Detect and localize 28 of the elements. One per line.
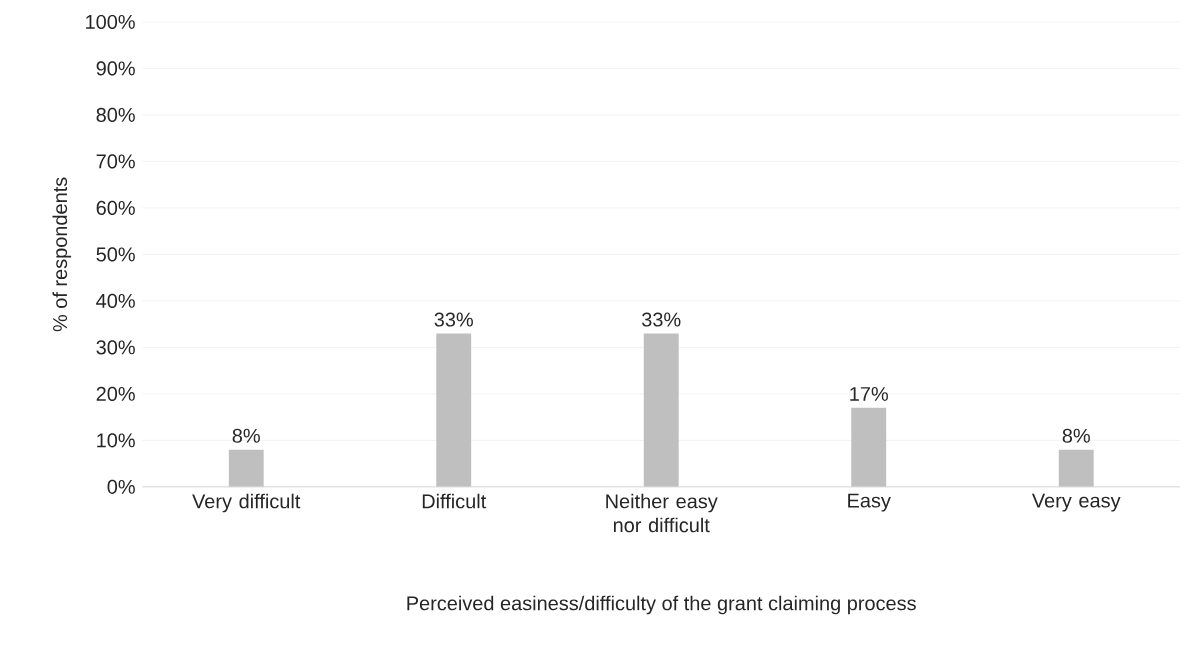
y-tick-label: 40% xyxy=(96,293,135,308)
x-tick-label: Very difficult xyxy=(192,493,301,513)
x-tick-label: Very easy xyxy=(1031,493,1121,512)
bar xyxy=(1058,449,1094,487)
x-axis-title: Perceived easiness/difficulty of the grant claiming process xyxy=(407,595,916,615)
bar xyxy=(643,333,679,487)
data-label: 8% xyxy=(1062,428,1090,443)
data-label: 17% xyxy=(850,386,888,401)
bar xyxy=(436,333,472,487)
y-tick-label: 90% xyxy=(96,61,135,76)
x-tick-label: Neither easy nor difficult xyxy=(606,493,718,533)
data-label: 33% xyxy=(434,312,473,327)
x-tick-label: Easy xyxy=(848,493,891,512)
bar xyxy=(228,449,264,487)
y-tick-label: 70% xyxy=(96,154,135,169)
y-tick-label: 30% xyxy=(96,340,135,355)
data-label: 33% xyxy=(642,312,681,327)
y-tick-label: 0% xyxy=(107,479,135,494)
y-tick-label: 80% xyxy=(96,107,135,122)
y-tick-label: 10% xyxy=(97,433,135,448)
y-tick-label: 20% xyxy=(96,386,135,401)
y-tick-label: 60% xyxy=(96,200,135,215)
y-tick-label: 50% xyxy=(96,247,135,262)
bar xyxy=(851,407,887,487)
y-tick-label: 100% xyxy=(86,14,135,29)
y-axis-title: % of respondents xyxy=(52,177,72,332)
data-label: 8% xyxy=(232,428,260,443)
x-tick-label: Difficult xyxy=(422,493,487,509)
